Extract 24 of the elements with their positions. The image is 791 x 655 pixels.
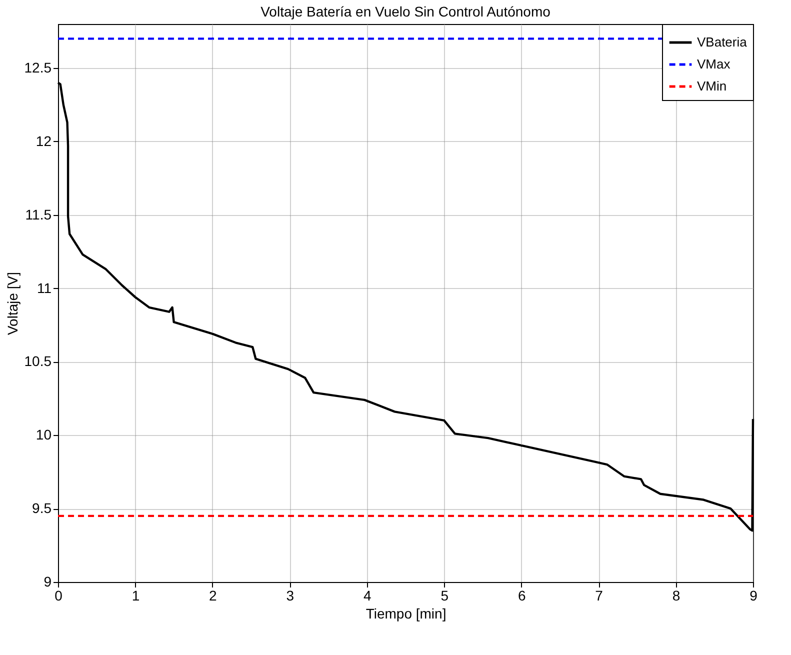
x-tick-label: 5 xyxy=(440,588,449,604)
y-tick-label: 11 xyxy=(36,280,52,296)
legend-label: VMax xyxy=(697,56,731,72)
x-tick-label: 7 xyxy=(595,588,604,604)
x-tick-label: 4 xyxy=(363,588,372,604)
chart-title: Voltaje Batería en Vuelo Sin Control Autónomo xyxy=(260,4,551,20)
y-axis-title: Voltaje [V] xyxy=(4,272,20,336)
x-tick-label: 0 xyxy=(54,588,63,604)
y-tick-label: 10 xyxy=(36,426,52,443)
x-tick-label: 3 xyxy=(286,588,294,604)
x-tick-label: 8 xyxy=(672,588,680,604)
x-tick-label: 9 xyxy=(750,588,758,604)
x-tick-label: 1 xyxy=(132,588,140,604)
y-tick-label: 9 xyxy=(44,574,52,590)
x-tick-label: 2 xyxy=(209,588,218,604)
x-axis-title: Tiempo [min] xyxy=(366,606,446,622)
y-tick-label: 11.5 xyxy=(25,206,52,222)
legend-label: VMin xyxy=(697,78,727,94)
y-tick-label: 12.5 xyxy=(24,60,52,76)
legend-label: VBateria xyxy=(697,34,748,50)
y-tick-label: 9.5 xyxy=(32,500,52,516)
y-tick-label: 12 xyxy=(36,132,52,149)
x-tick-label: 6 xyxy=(518,588,526,604)
y-tick-label: 10.5 xyxy=(24,353,52,370)
